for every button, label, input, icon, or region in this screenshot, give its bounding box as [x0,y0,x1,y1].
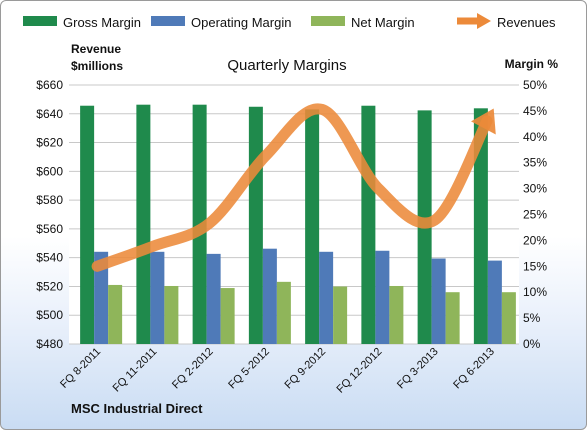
legend: Gross Margin Operating Margin Net Margin Re… [23,13,556,30]
category-label: FQ 6-2013 [451,346,497,392]
left-tick-label: $640 [36,107,63,121]
operating-margin-legend-swatch [151,16,185,26]
category-label: FQ 11-2011 [111,346,160,395]
category-label: FQ 12-2012 [335,346,385,396]
right-axis-ticks: 0% 5% 10% 15% 20% 25% 30% 35% 40% 45% 50% [523,78,547,351]
gross-margin-bar [473,108,488,344]
gross-margin-bar [361,105,376,344]
left-tick-label: $540 [36,251,63,265]
left-tick-label: $480 [36,337,63,351]
right-axis-title: Margin % [505,57,559,71]
left-axis-title-line2: $millions [71,59,123,73]
right-tick-label: 10% [523,285,547,299]
left-tick-label: $500 [36,308,63,322]
category-label: FQ 3-2013 [395,346,441,392]
right-tick-label: 5% [523,311,541,325]
chart-title: Quarterly Margins [227,57,346,74]
legend-label: Revenues [497,15,556,30]
right-tick-label: 15% [523,259,547,273]
legend-label: Gross Margin [63,15,141,30]
operating-margin-bar [431,258,446,344]
gross-margin-legend-swatch [23,16,57,26]
net-margin-bar [108,284,123,344]
operating-margin-bar [487,260,502,344]
operating-margin-bar [150,251,165,344]
category-label: FQ 5-2012 [226,346,272,392]
gross-margin-bar [305,109,320,344]
right-tick-label: 30% [523,182,547,196]
revenue-arrow-head [471,108,496,135]
left-axis-title-line1: Revenue [71,42,121,56]
category-label: FQ 2-2012 [170,346,216,392]
operating-margin-bar [206,253,221,344]
operating-margin-bar [262,248,277,344]
category-labels: FQ 8-2011 FQ 11-2011 FQ 2-2012 FQ 5-2012 FQ … [58,346,497,396]
operating-margin-bar [94,251,109,344]
legend-label: Net Margin [351,15,415,30]
operating-margin-bar [375,250,390,344]
legend-label: Operating Margin [191,15,291,30]
net-margin-bar [501,292,516,344]
net-margin-bar [276,281,291,344]
right-tick-label: 35% [523,156,547,170]
right-tick-label: 50% [523,78,547,92]
company-label: MSC Industrial Direct [71,401,203,416]
right-tick-label: 0% [523,337,541,351]
revenues-legend-arrow [477,13,491,29]
right-tick-label: 45% [523,104,547,118]
net-margin-bar [220,288,235,344]
category-label: FQ 9-2012 [283,346,329,392]
operating-margin-bar [319,251,334,344]
net-margin-bar [333,286,348,344]
revenue-line [91,103,493,272]
net-margin-bar [389,285,404,344]
left-tick-label: $600 [36,164,63,178]
left-tick-label: $660 [36,78,63,92]
category-label: FQ 8-2011 [58,346,103,391]
gross-margin-bar [80,105,95,344]
net-margin-bar [164,285,179,344]
right-tick-label: 20% [523,233,547,247]
left-tick-label: $620 [36,136,63,150]
left-tick-label: $520 [36,279,63,293]
left-tick-label: $580 [36,193,63,207]
left-tick-label: $560 [36,222,63,236]
gross-margin-bar [136,104,151,345]
net-margin-bar [445,292,460,344]
gross-margin-bar [248,106,263,344]
right-tick-label: 25% [523,208,547,222]
net-margin-legend-swatch [311,16,345,26]
right-tick-label: 40% [523,130,547,144]
revenue-line-layer [91,103,496,272]
left-axis-ticks: $480 $500 $520 $540 $560 $580 $600 $620 $640 $660 [36,78,63,351]
